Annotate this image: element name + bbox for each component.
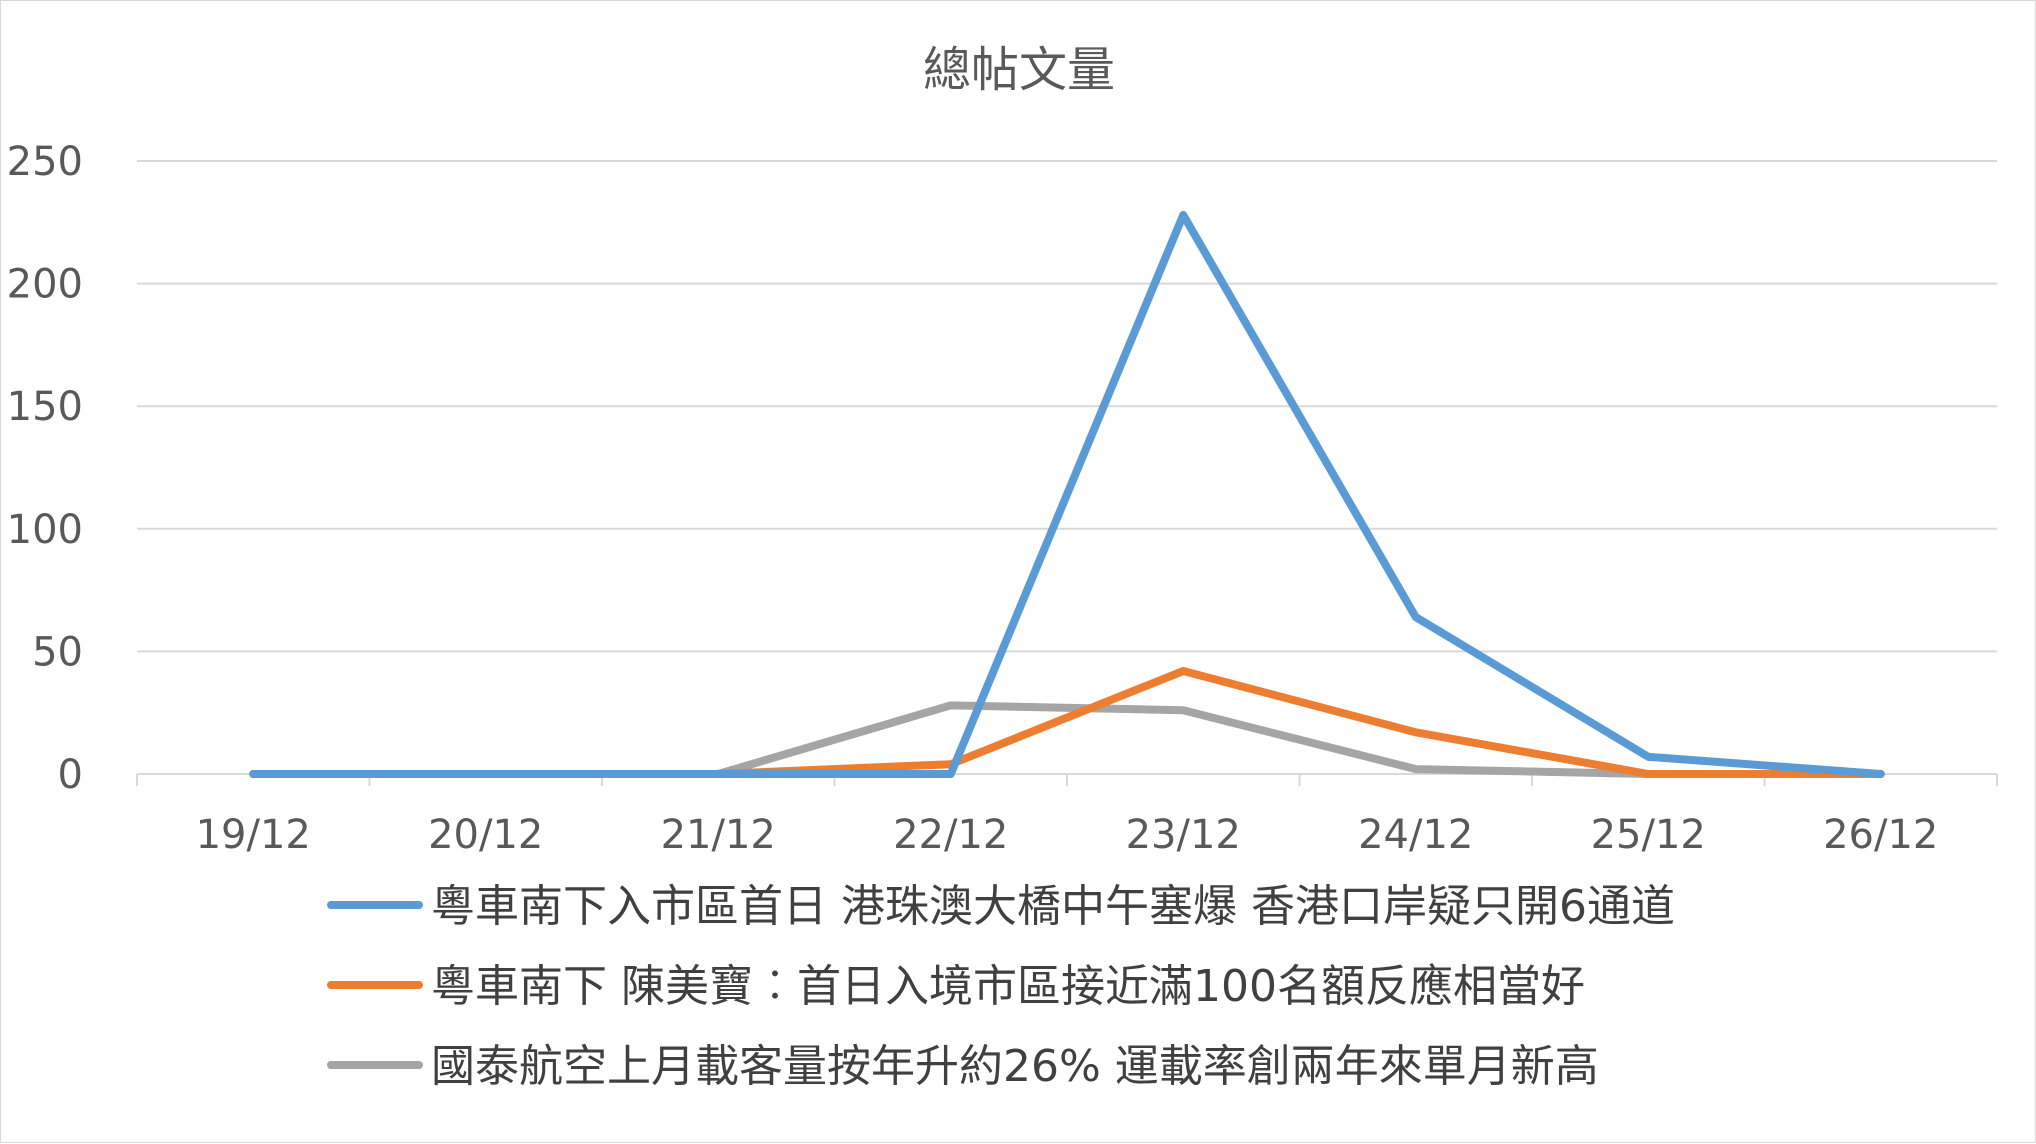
legend-label-1: 粵車南下入市區首日 港珠澳大橋中午塞爆 香港口岸疑只開6通道	[431, 881, 1675, 932]
chart-title: 總帖文量	[923, 42, 1115, 98]
x-tick-label: 21/12	[661, 812, 776, 858]
x-tick-label: 24/12	[1358, 812, 1473, 858]
x-tick-label: 22/12	[893, 812, 1008, 858]
series-lines	[249, 210, 1885, 778]
x-tick-label: 26/12	[1823, 812, 1938, 858]
series-line-2	[249, 667, 1885, 778]
series-line-1	[249, 210, 1885, 778]
legend-label-3: 國泰航空上月載客量按年升約26% 運載率創兩年來單月新高	[431, 1041, 1599, 1092]
x-axis-tick-labels: 19/12 20/12 21/12 22/12 23/12 24/12 25/12 26/12	[196, 812, 1939, 858]
x-tick-label: 23/12	[1126, 812, 1241, 858]
x-tick-label: 19/12	[196, 812, 311, 858]
y-axis-tick-labels: 0 50 100 150 200 250	[7, 139, 83, 798]
x-tick-label: 20/12	[428, 812, 543, 858]
y-tick-label: 200	[7, 262, 83, 308]
legend-label-2: 粵車南下 陳美寶︰首日入境市區接近滿100名額反應相當好	[431, 961, 1585, 1012]
y-tick-label: 100	[7, 507, 83, 553]
y-tick-label: 250	[7, 139, 83, 185]
gridlines	[137, 160, 1997, 653]
y-tick-label: 50	[32, 629, 83, 675]
y-tick-label: 150	[7, 384, 83, 430]
x-tick-label: 25/12	[1591, 812, 1706, 858]
y-tick-label: 0	[58, 752, 83, 798]
